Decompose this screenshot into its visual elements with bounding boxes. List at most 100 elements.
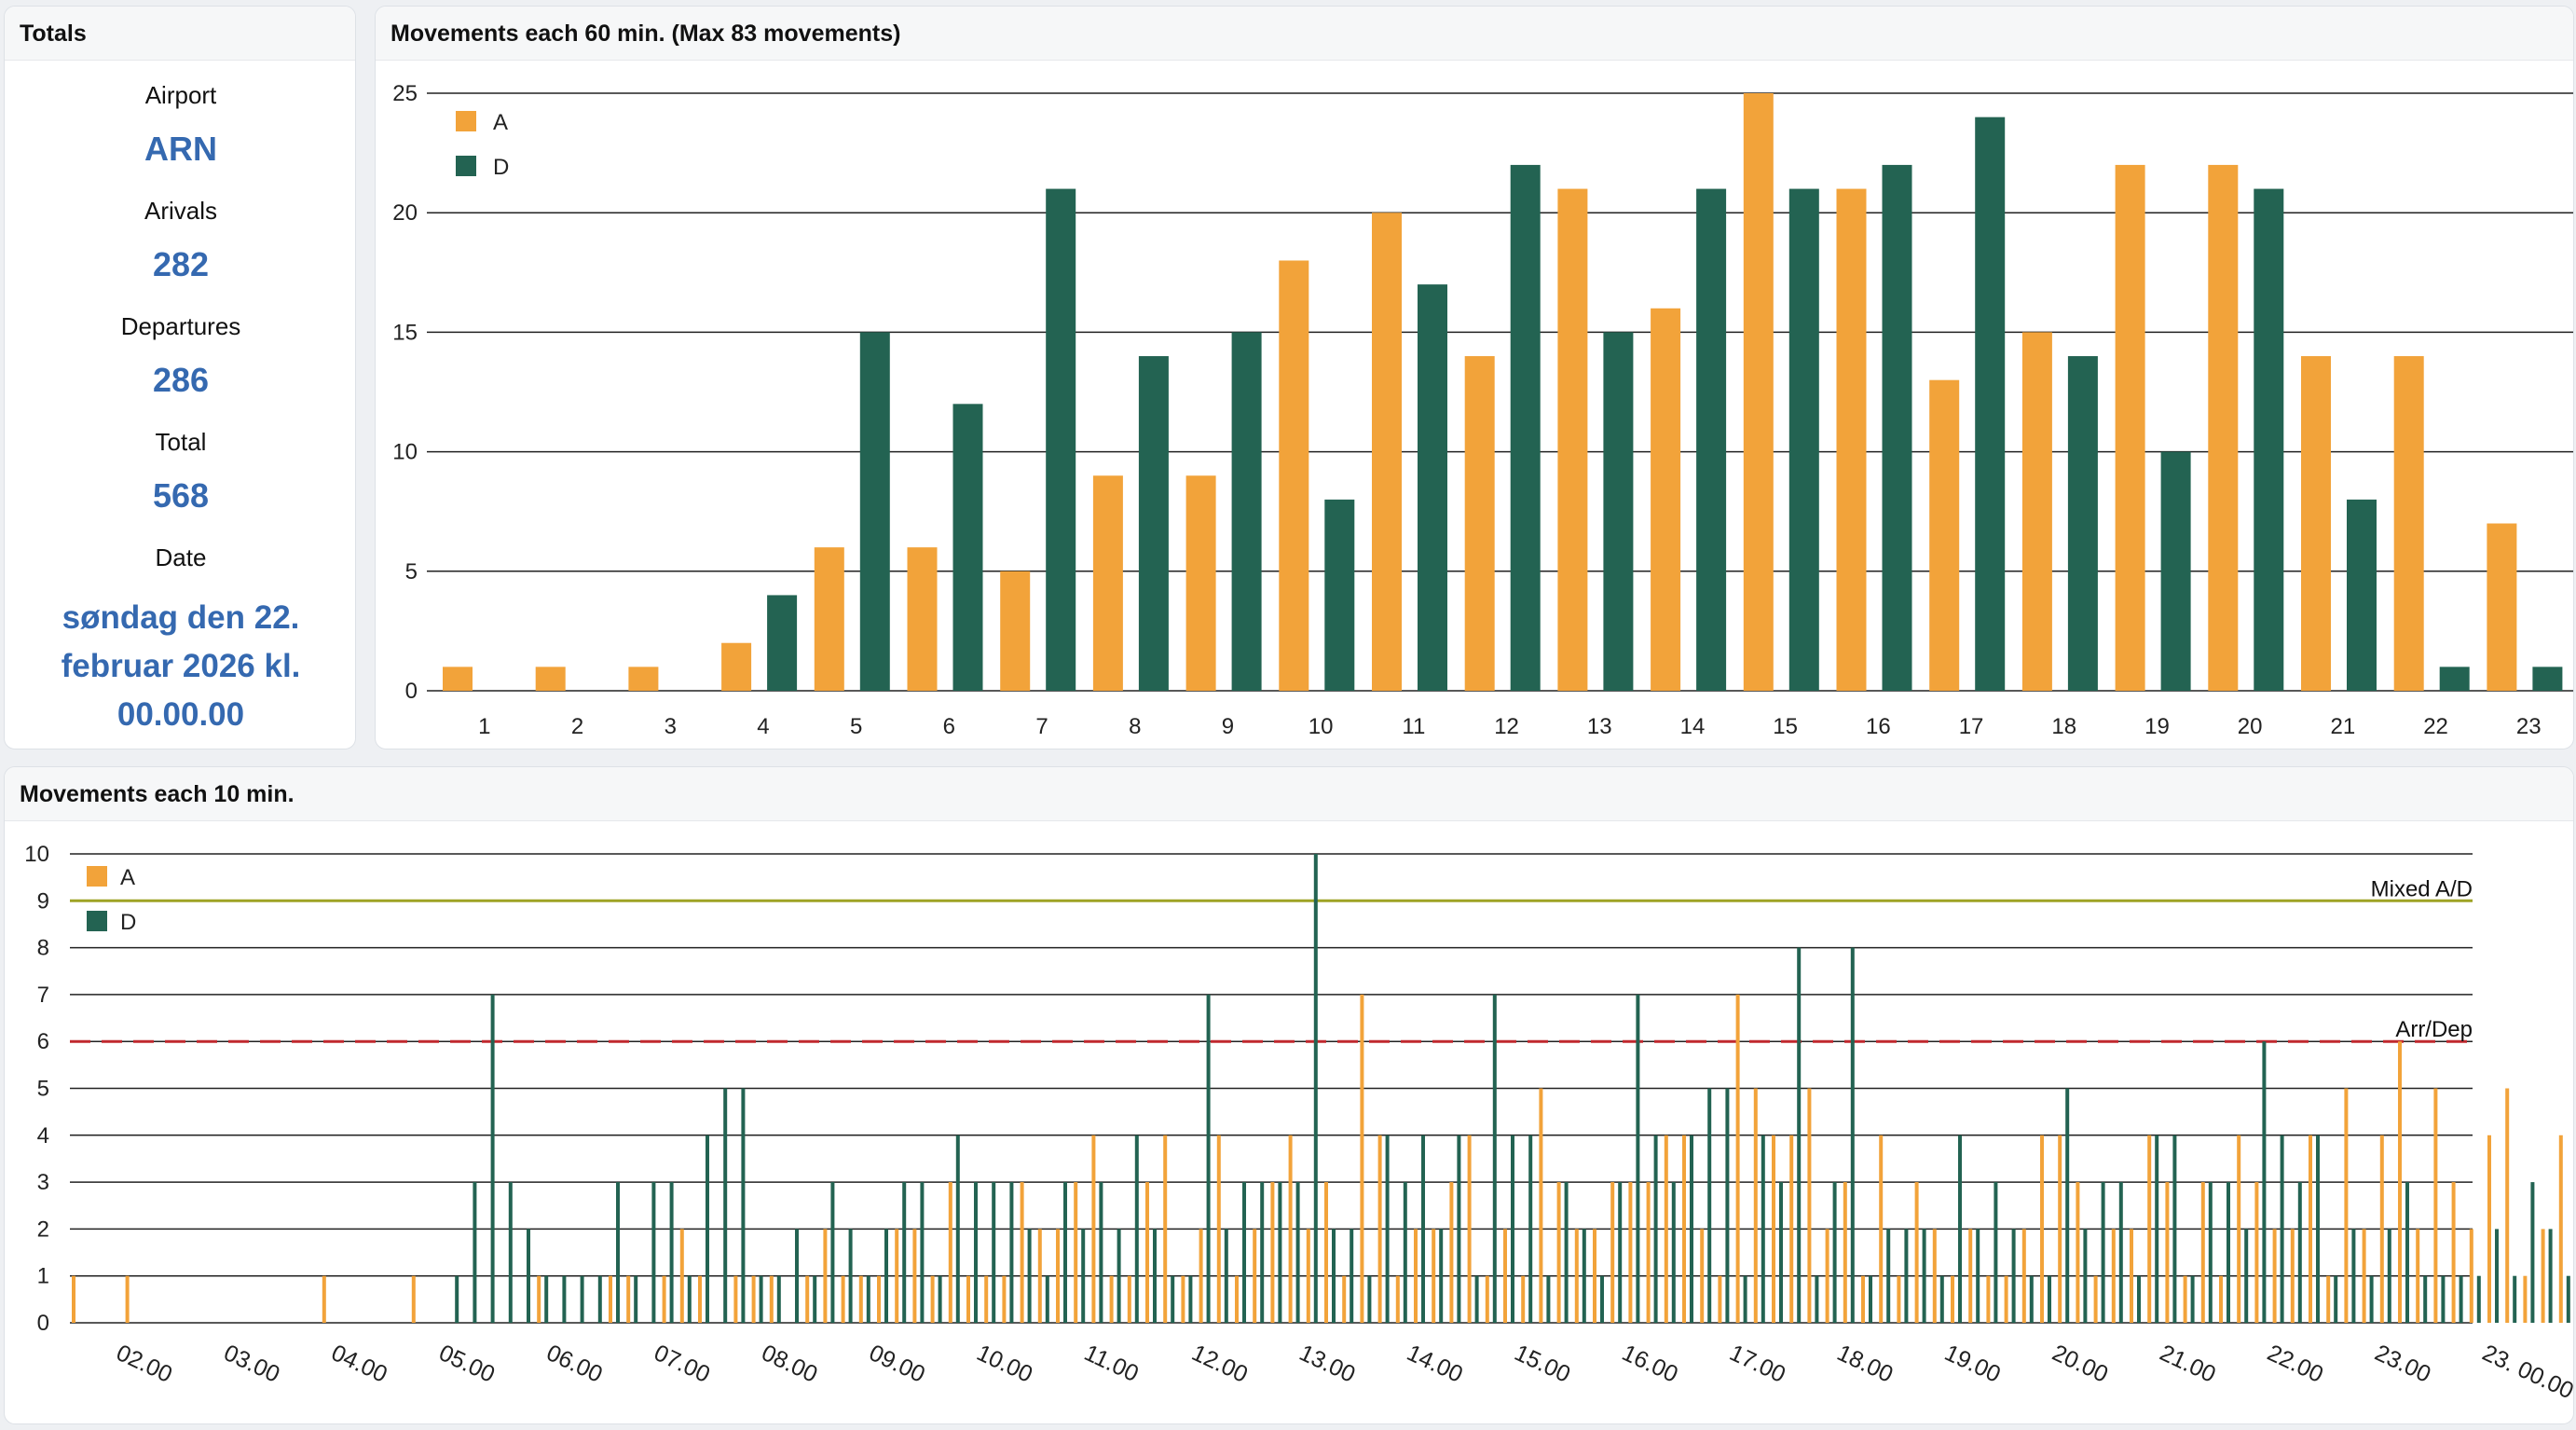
x-tick-label: 20.00: [2048, 1340, 2113, 1388]
x-tick-label: 11.00: [1080, 1340, 1143, 1387]
bar-arrivals: [2505, 1088, 2510, 1323]
bar-arrivals: [1789, 1134, 1794, 1323]
bar-arrivals: [1986, 1275, 1991, 1323]
bar-arrivals: [1485, 1275, 1489, 1323]
bar-departures: [1350, 1229, 1354, 1323]
x-tick-label: 22.00: [2263, 1340, 2327, 1388]
bar-departures: [1171, 1275, 1175, 1323]
x-tick-label: 19: [2144, 714, 2170, 739]
legend-swatch-a: [87, 866, 107, 887]
bar-arrivals: [1735, 994, 1740, 1323]
y-tick-label: 10: [392, 440, 418, 465]
bar-departures: [1707, 1088, 1712, 1323]
bar-departures: [1653, 1134, 1658, 1323]
bar-departures: [866, 1275, 870, 1323]
bar-arrivals: [2309, 1134, 2312, 1323]
bar-arrivals: [626, 1275, 631, 1323]
bar-departures: [1636, 994, 1640, 1323]
bar-arrivals: [2487, 523, 2517, 691]
bar-arrivals: [1574, 1229, 1579, 1323]
bar-departures: [2351, 1229, 2356, 1323]
x-tick-label: 15: [1773, 714, 1798, 739]
bar-arrivals: [2272, 1229, 2277, 1323]
bar-departures: [1975, 117, 2006, 691]
x-tick-label: 21.00: [2156, 1340, 2220, 1388]
bar-arrivals: [1556, 1182, 1561, 1323]
bar-arrivals: [1807, 1088, 1812, 1323]
bar-departures: [1153, 1229, 1157, 1323]
date-value: søndag den 22. februar 2026 kl. 00.00.00: [61, 599, 301, 733]
bar-arrivals: [1216, 1134, 1221, 1323]
bar-departures: [669, 1182, 674, 1323]
bar-arrivals: [2021, 1229, 2026, 1323]
bar-arrivals: [2115, 164, 2145, 692]
legend-swatch-a: [456, 111, 476, 131]
bar-arrivals: [1181, 1275, 1185, 1323]
bar-arrivals: [609, 1275, 612, 1323]
bar-arrivals: [1843, 1182, 1847, 1323]
bar-arrivals: [2111, 1229, 2116, 1323]
x-tick-label: 5: [850, 714, 862, 739]
legend-label-a: A: [120, 865, 135, 890]
bar-arrivals: [2200, 1182, 2205, 1323]
bar-departures: [1743, 1275, 1747, 1323]
bar-departures: [1797, 947, 1802, 1323]
date-label: Date: [155, 543, 207, 571]
totals-panel: Totals Airport ARN Arivals 282 Departure…: [4, 6, 356, 749]
bar-arrivals: [1109, 1275, 1114, 1323]
y-tick-label: 0: [37, 1311, 49, 1336]
bar-arrivals: [1503, 1229, 1507, 1323]
bar-departures: [1278, 1182, 1282, 1323]
bar-arrivals: [2469, 1229, 2473, 1323]
hourly-chart-panel: Movements each 60 min. (Max 83 movements…: [375, 6, 2574, 749]
bar-departures: [955, 1134, 960, 1323]
bar-departures: [1564, 1182, 1569, 1323]
mixed-ad-label: Mixed A/D: [2371, 876, 2473, 901]
bar-arrivals: [1610, 1182, 1615, 1323]
bar-arrivals: [2021, 332, 2052, 691]
bar-departures: [687, 1275, 692, 1323]
bar-departures: [1418, 284, 1447, 691]
arrivals-value: 282: [152, 245, 210, 283]
bar-arrivals: [1521, 1275, 1526, 1323]
bar-departures: [902, 1182, 907, 1323]
bar-departures: [1224, 1229, 1228, 1323]
bar-departures: [634, 1275, 638, 1323]
bar-departures: [597, 1275, 602, 1323]
bar-arrivals: [2301, 356, 2331, 691]
x-tick-label: 18: [2051, 714, 2076, 739]
bar-arrivals: [1467, 1134, 1472, 1323]
bar-arrivals: [912, 1229, 917, 1323]
bar-arrivals: [2130, 1229, 2133, 1323]
bar-departures: [1603, 332, 1634, 691]
bar-departures: [2244, 1229, 2249, 1323]
y-tick-label: 2: [37, 1217, 49, 1242]
x-tick-label: 10.00: [973, 1340, 1037, 1388]
bar-arrivals: [1377, 1134, 1382, 1323]
bar-departures: [2548, 1229, 2553, 1323]
x-tick-label: 02.00: [112, 1340, 176, 1388]
bar-arrivals: [2541, 1229, 2545, 1323]
x-tick-label: 08.00: [758, 1340, 822, 1388]
y-tick-label: 7: [37, 983, 49, 1008]
bar-departures: [1958, 1134, 1962, 1323]
bar-departures: [1882, 164, 1912, 692]
bar-departures: [2048, 1275, 2051, 1323]
bar-arrivals: [662, 1275, 666, 1323]
x-tick-label: 16: [1866, 714, 1891, 739]
bar-arrivals: [2523, 1275, 2528, 1323]
bar-arrivals: [1288, 1134, 1293, 1323]
x-tick-label: 15.00: [1511, 1340, 1575, 1388]
bar-departures: [813, 1275, 817, 1323]
bar-departures: [795, 1229, 799, 1323]
bar-arrivals: [2183, 1275, 2187, 1323]
bar-arrivals: [1968, 1229, 1973, 1323]
bar-departures: [1009, 1182, 1014, 1323]
x-tick-label: 19.00: [1940, 1340, 2005, 1388]
bar-arrivals: [1127, 1275, 1131, 1323]
bar-arrivals: [841, 1275, 845, 1323]
bar-departures: [884, 1229, 888, 1323]
x-tick-label: 9: [1222, 714, 1234, 739]
bar-departures: [473, 1182, 477, 1323]
bar-departures: [1671, 1182, 1676, 1323]
